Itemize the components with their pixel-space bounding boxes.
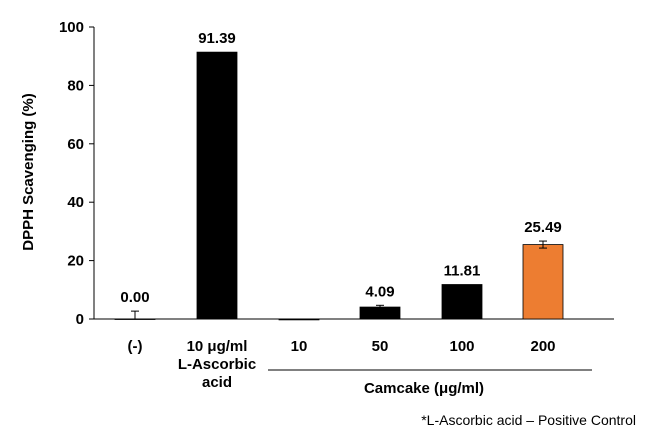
data-label: 11.81 bbox=[444, 263, 481, 280]
bar bbox=[196, 51, 238, 320]
x-tick-label: 100 bbox=[449, 338, 474, 355]
data-label: 4.09 bbox=[365, 283, 394, 300]
data-label: 25.49 bbox=[524, 219, 562, 236]
bar bbox=[441, 284, 483, 320]
y-tick-label: 100 bbox=[59, 19, 84, 36]
bar bbox=[522, 244, 564, 320]
x-tick-label: 200 bbox=[530, 338, 555, 355]
y-tick-label: 0 bbox=[76, 311, 84, 328]
bars bbox=[114, 51, 564, 321]
group-label: Camcake (μg/ml) bbox=[364, 380, 484, 397]
x-tick-label: 10 μg/ml bbox=[187, 338, 248, 355]
y-axis-label: DPPH Scavenging (%) bbox=[20, 93, 37, 251]
data-label: 91.39 bbox=[198, 30, 236, 47]
bar bbox=[114, 318, 156, 320]
footnote: *L-Ascorbic acid – Positive Control bbox=[421, 412, 636, 428]
bar bbox=[278, 318, 320, 321]
data-label: 0.00 bbox=[120, 289, 149, 306]
y-tick-label: 80 bbox=[67, 77, 84, 94]
x-tick-label: acid bbox=[202, 374, 232, 391]
x-tick-label: (-) bbox=[128, 338, 143, 355]
x-tick-label: 50 bbox=[372, 338, 389, 355]
y-tick-label: 40 bbox=[67, 194, 84, 211]
axes: 0 20 40 60 80 100 bbox=[59, 19, 614, 328]
x-tick-label: 10 bbox=[291, 338, 308, 355]
y-tick-label: 60 bbox=[67, 136, 84, 153]
y-tick-label: 20 bbox=[67, 253, 84, 270]
x-tick-label: L-Ascorbic bbox=[178, 356, 256, 373]
